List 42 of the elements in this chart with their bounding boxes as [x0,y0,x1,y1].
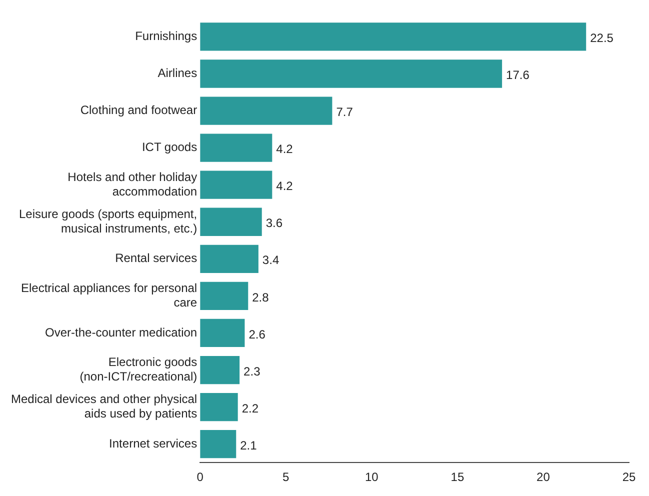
data-label: 4.2 [276,142,294,156]
bar [200,60,502,88]
data-label: 2.6 [248,327,266,342]
data-label: 2.1 [240,438,258,452]
y-tick-label: Rental services [115,251,198,266]
bar [200,244,258,273]
bar [200,430,236,458]
y-tick-label: Electrical appliances for personal care [21,281,198,310]
data-label: 7.7 [336,105,354,120]
bar [200,282,248,310]
x-tick-label: 10 [364,470,379,484]
bar [200,356,240,384]
y-tick-label: ICT goods [142,140,198,154]
y-tick-label: Electronic goods (non-ICT/recreational) [80,355,198,384]
x-tick-label: 25 [622,470,636,484]
bar [200,96,332,125]
x-tick-label: 15 [450,470,464,484]
y-tick-label: Airlines [158,66,198,80]
x-tick-label: 20 [536,470,550,484]
y-tick-label: Internet services [109,436,198,450]
y-tick-label: Over-the-counter medication [45,325,198,340]
data-label: 2.2 [242,401,259,416]
bar [200,208,262,236]
bar [200,318,245,348]
x-tick-label: 0 [196,470,204,484]
y-tick-label: Hotels and other holiday accommodation [68,170,198,198]
data-label: 3.4 [262,253,280,268]
data-label: 17.6 [506,68,530,82]
data-label: 2.3 [244,364,261,378]
bar [200,134,272,162]
x-tick-label: 5 [282,470,290,484]
y-tick-label: Clothing and footwear [80,103,198,118]
data-label: 3.6 [266,216,283,230]
data-label: 4.2 [276,179,294,194]
data-label: 22.5 [590,31,614,46]
y-tick-label: Leisure goods (sports equipment, musical instruments, etc.) [18,206,198,236]
bar [200,392,238,422]
y-tick-label: Furnishings [135,29,198,44]
bar [200,170,272,199]
data-label: 2.8 [252,290,270,304]
y-tick-label: Medical devices and other physical aids used by patients [10,392,198,421]
bar [200,22,586,51]
